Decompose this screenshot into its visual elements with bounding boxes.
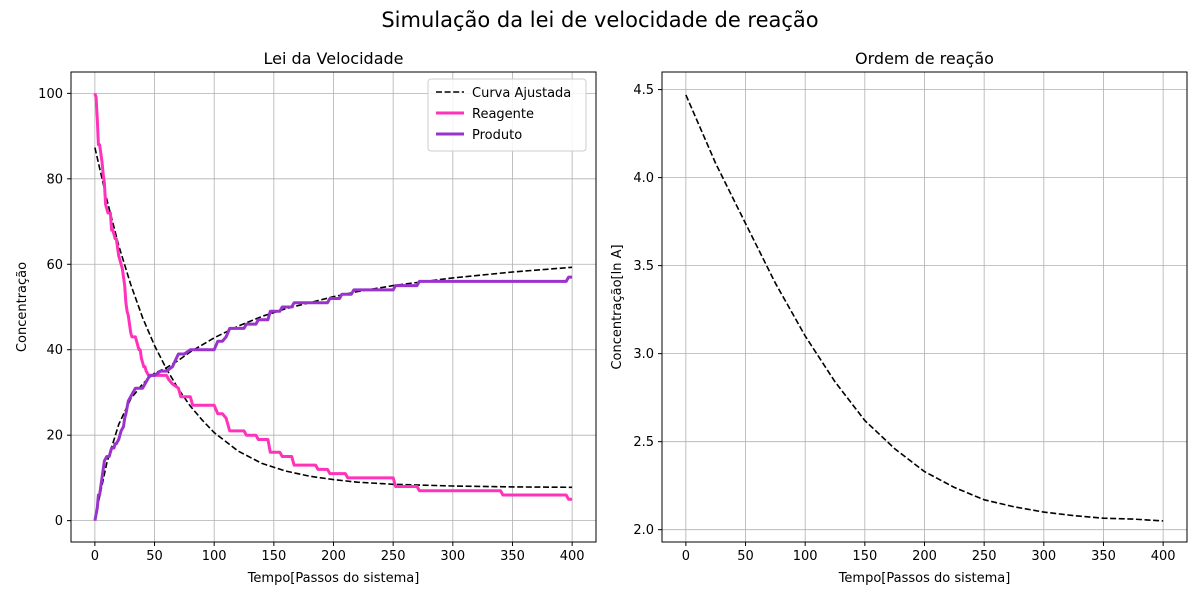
series-line-1 xyxy=(685,94,1164,522)
y-tick-label: 80 xyxy=(46,172,63,187)
x-tick-label: 350 xyxy=(500,549,525,564)
chart-panel-1: 0 50 100 150 200 250 300 350 400 0 20 40 60 80 100 Lei … xyxy=(15,49,597,586)
x-tick-label: 150 xyxy=(852,549,877,564)
legend-label: Curva Ajustada xyxy=(472,86,571,101)
figure-suptitle: Simulação da lei de velocidade de reação xyxy=(381,8,819,32)
y-tick-label: 40 xyxy=(46,343,63,358)
chart-title: Lei da Velocidade xyxy=(263,49,403,68)
x-tick-label: 250 xyxy=(972,549,997,564)
y-axis-label: Concentração xyxy=(15,262,30,352)
x-tick-label: 200 xyxy=(321,549,346,564)
chart-title: Ordem de reação xyxy=(855,49,994,68)
x-axis-label: Tempo[Passos do sistema] xyxy=(838,571,1011,586)
y-tick-label: 60 xyxy=(46,258,63,273)
legend-box xyxy=(427,78,587,152)
series-line-curva-ajustada xyxy=(94,147,573,489)
y-tick-label: 4.5 xyxy=(633,83,654,98)
chart-panel-2: 0 50 100 150 200 250 300 350 400 2.0 2.5 3.0 3.5 4.0 4… xyxy=(610,49,1188,586)
x-tick-label: 50 xyxy=(146,549,163,564)
y-tick-label: 3.0 xyxy=(633,347,654,362)
y-tick-label: 3.5 xyxy=(633,259,654,274)
series-line-produto xyxy=(93,275,573,521)
x-tick-label: 200 xyxy=(912,549,937,564)
y-tick-label: 2.0 xyxy=(633,523,654,538)
x-tick-label: 100 xyxy=(793,549,818,564)
y-tick-label: 4.0 xyxy=(633,171,654,186)
series-line-2 xyxy=(94,266,573,519)
x-tick-label: 0 xyxy=(91,549,99,564)
x-tick-label: 50 xyxy=(737,549,754,564)
x-tick-label: 300 xyxy=(440,549,465,564)
x-tick-label: 400 xyxy=(560,549,585,564)
x-axis-label: Tempo[Passos do sistema] xyxy=(247,571,420,586)
legend-label: Reagente xyxy=(472,107,534,122)
y-tick-label: 0 xyxy=(55,514,63,529)
x-tick-label: 300 xyxy=(1031,549,1056,564)
y-tick-label: 2.5 xyxy=(633,435,654,450)
x-tick-label: 400 xyxy=(1151,549,1176,564)
y-tick-label: 20 xyxy=(46,429,63,444)
x-tick-label: 100 xyxy=(202,549,227,564)
x-tick-label: 350 xyxy=(1091,549,1116,564)
x-tick-label: 150 xyxy=(261,549,286,564)
legend: Curva Ajustada Reagente Produto xyxy=(427,78,587,152)
x-tick-label: 250 xyxy=(381,549,406,564)
x-tick-label: 0 xyxy=(682,549,690,564)
legend-label: Produto xyxy=(472,128,522,143)
y-axis-label: Concentração[ln A] xyxy=(610,244,625,369)
y-tick-label: 100 xyxy=(38,87,63,102)
